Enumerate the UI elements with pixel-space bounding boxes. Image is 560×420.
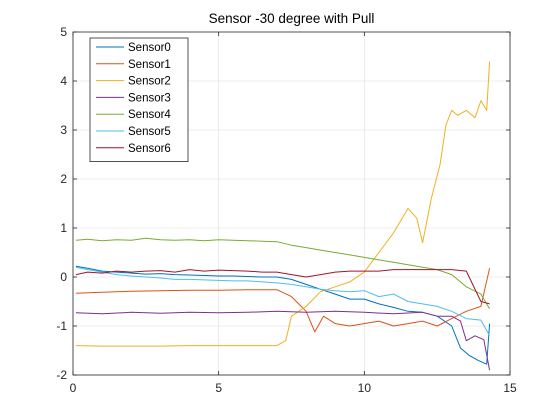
x-tick-label: 5	[215, 381, 222, 395]
y-tick-label: 0	[60, 270, 67, 284]
series-line-sensor4	[75, 237, 491, 310]
x-tick-label: 10	[358, 381, 372, 395]
y-tick-label: -2	[56, 368, 67, 382]
axis-ticks	[72, 31, 511, 376]
series-line-sensor2	[75, 61, 491, 347]
series-line-sensor6	[75, 269, 490, 305]
legend-label: Sensor0	[128, 42, 171, 54]
legend-label: Sensor3	[128, 92, 171, 104]
legend-label: Sensor6	[128, 143, 171, 155]
series-layer	[75, 61, 491, 371]
y-tick-label: 2	[60, 172, 67, 186]
legend: Sensor0 Sensor1 Sensor2 Sensor3 Sensor4 Senso…	[89, 37, 189, 162]
series-line-sensor1	[75, 268, 491, 333]
chart-title: Sensor -30 degree with Pull	[209, 11, 375, 26]
legend-label: Sensor1	[128, 59, 171, 71]
y-tick-label: 4	[60, 74, 67, 88]
y-tick-label: 5	[60, 25, 67, 39]
plot-frame	[72, 31, 511, 376]
y-tick-label: 1	[60, 221, 67, 235]
x-tick-label: 15	[503, 381, 517, 395]
series-line-sensor3	[75, 310, 491, 371]
legend-label: Sensor5	[128, 126, 171, 138]
legend-label: Sensor4	[128, 109, 171, 121]
y-tick-label: -1	[56, 319, 67, 333]
legend-box	[89, 37, 189, 162]
x-tick-label: 0	[70, 381, 77, 395]
series-line-sensor0	[75, 265, 491, 365]
legend-label: Sensor2	[128, 76, 171, 88]
series-line-sensor5	[75, 266, 491, 337]
tick-labels: 0 5 10 15 -2 -1 0 1 2 3 4 5	[56, 25, 517, 395]
y-tick-label: 3	[60, 123, 67, 137]
